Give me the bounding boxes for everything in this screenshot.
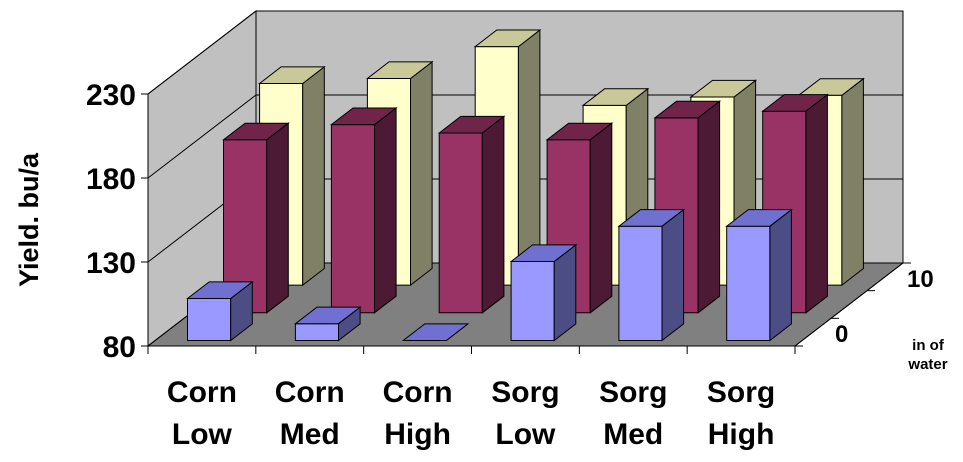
bar-top-face <box>545 122 614 141</box>
bar-top-face <box>725 209 793 227</box>
depth-axis-title-line: water <box>907 356 947 373</box>
bar-side-face <box>374 106 397 314</box>
bar <box>401 323 470 341</box>
bar-top-face <box>293 306 362 325</box>
bar <box>617 208 686 342</box>
bar <box>222 122 290 314</box>
bar-front-face <box>294 323 339 341</box>
bar-front-face <box>438 132 483 314</box>
y-tick-label: 180 <box>86 163 136 196</box>
bar-top-face <box>401 323 470 341</box>
bar <box>329 106 398 314</box>
bar-top-face <box>186 281 254 299</box>
x-category-label-line: Corn <box>167 376 237 409</box>
bar <box>725 208 793 342</box>
x-category-label-line: Sorg <box>599 376 667 409</box>
x-category-label: Sorg Med <box>599 376 667 451</box>
bar-top-face <box>365 61 434 79</box>
bar-side-face <box>697 100 721 314</box>
x-category-label-line: High <box>708 418 775 451</box>
bar-top-face <box>258 66 326 84</box>
bar-top-face <box>617 209 686 227</box>
x-category-label-line: Sorg <box>707 376 775 409</box>
depth-axis-line <box>794 262 904 347</box>
bar-top-face <box>509 244 578 262</box>
bar <box>186 280 254 342</box>
x-category-label-line: Corn <box>383 376 453 409</box>
bar-top-face <box>473 29 542 48</box>
depth-label: 0 <box>835 321 848 348</box>
bar-front-face <box>510 261 555 341</box>
x-category-label-line: Med <box>603 418 663 451</box>
x-category-label-line: High <box>384 418 451 451</box>
x-category-label: Corn Med <box>275 376 345 451</box>
bar <box>293 306 362 342</box>
bar-front-face <box>187 298 232 341</box>
x-category-label-line: Corn <box>275 376 345 409</box>
bar-top-face <box>222 122 290 141</box>
bar-side-face <box>589 122 613 314</box>
x-category-label: Corn High <box>383 376 453 451</box>
bar-side-face <box>769 208 792 342</box>
depth-axis-title: in of water <box>907 337 947 373</box>
gridline <box>147 10 903 95</box>
x-category-label: Sorg High <box>707 376 775 451</box>
bar-side-face <box>302 65 325 287</box>
bar-top-face <box>653 100 722 119</box>
bar-front-face <box>618 225 663 341</box>
x-category-label-line: Med <box>280 418 340 451</box>
bar-top-face <box>581 88 650 106</box>
bar-top-face <box>689 79 758 98</box>
bar-top-face <box>437 115 506 134</box>
x-category-label-line: Low <box>495 418 556 451</box>
y-tick-label: 230 <box>86 79 136 112</box>
bar-front-face <box>330 124 375 314</box>
x-category-label-line: Sorg <box>491 376 559 409</box>
x-category-label-line: Low <box>172 418 233 451</box>
y-tick-label: 80 <box>103 331 136 364</box>
bar <box>437 115 506 314</box>
y-tick-label: 130 <box>86 247 136 280</box>
bar-top-face <box>761 94 829 112</box>
bar-side-face <box>841 77 864 287</box>
bar-side-face <box>266 122 289 314</box>
bar-side-face <box>805 93 828 314</box>
depth-axis-title-line: in of <box>912 337 945 354</box>
bar-side-face <box>661 208 685 342</box>
bar-side-face <box>410 60 433 287</box>
bar-top-face <box>329 107 398 126</box>
bar-front-face <box>726 225 771 341</box>
y-axis-title: Yield. bu/a <box>14 152 44 287</box>
bar <box>509 243 578 342</box>
depth-label: 10 <box>907 266 934 293</box>
chart-bars <box>186 28 865 342</box>
x-category-label: Sorg Low <box>491 376 559 451</box>
bar-side-face <box>481 115 505 314</box>
gridline <box>147 94 903 179</box>
x-category-label: Corn Low <box>167 376 237 451</box>
